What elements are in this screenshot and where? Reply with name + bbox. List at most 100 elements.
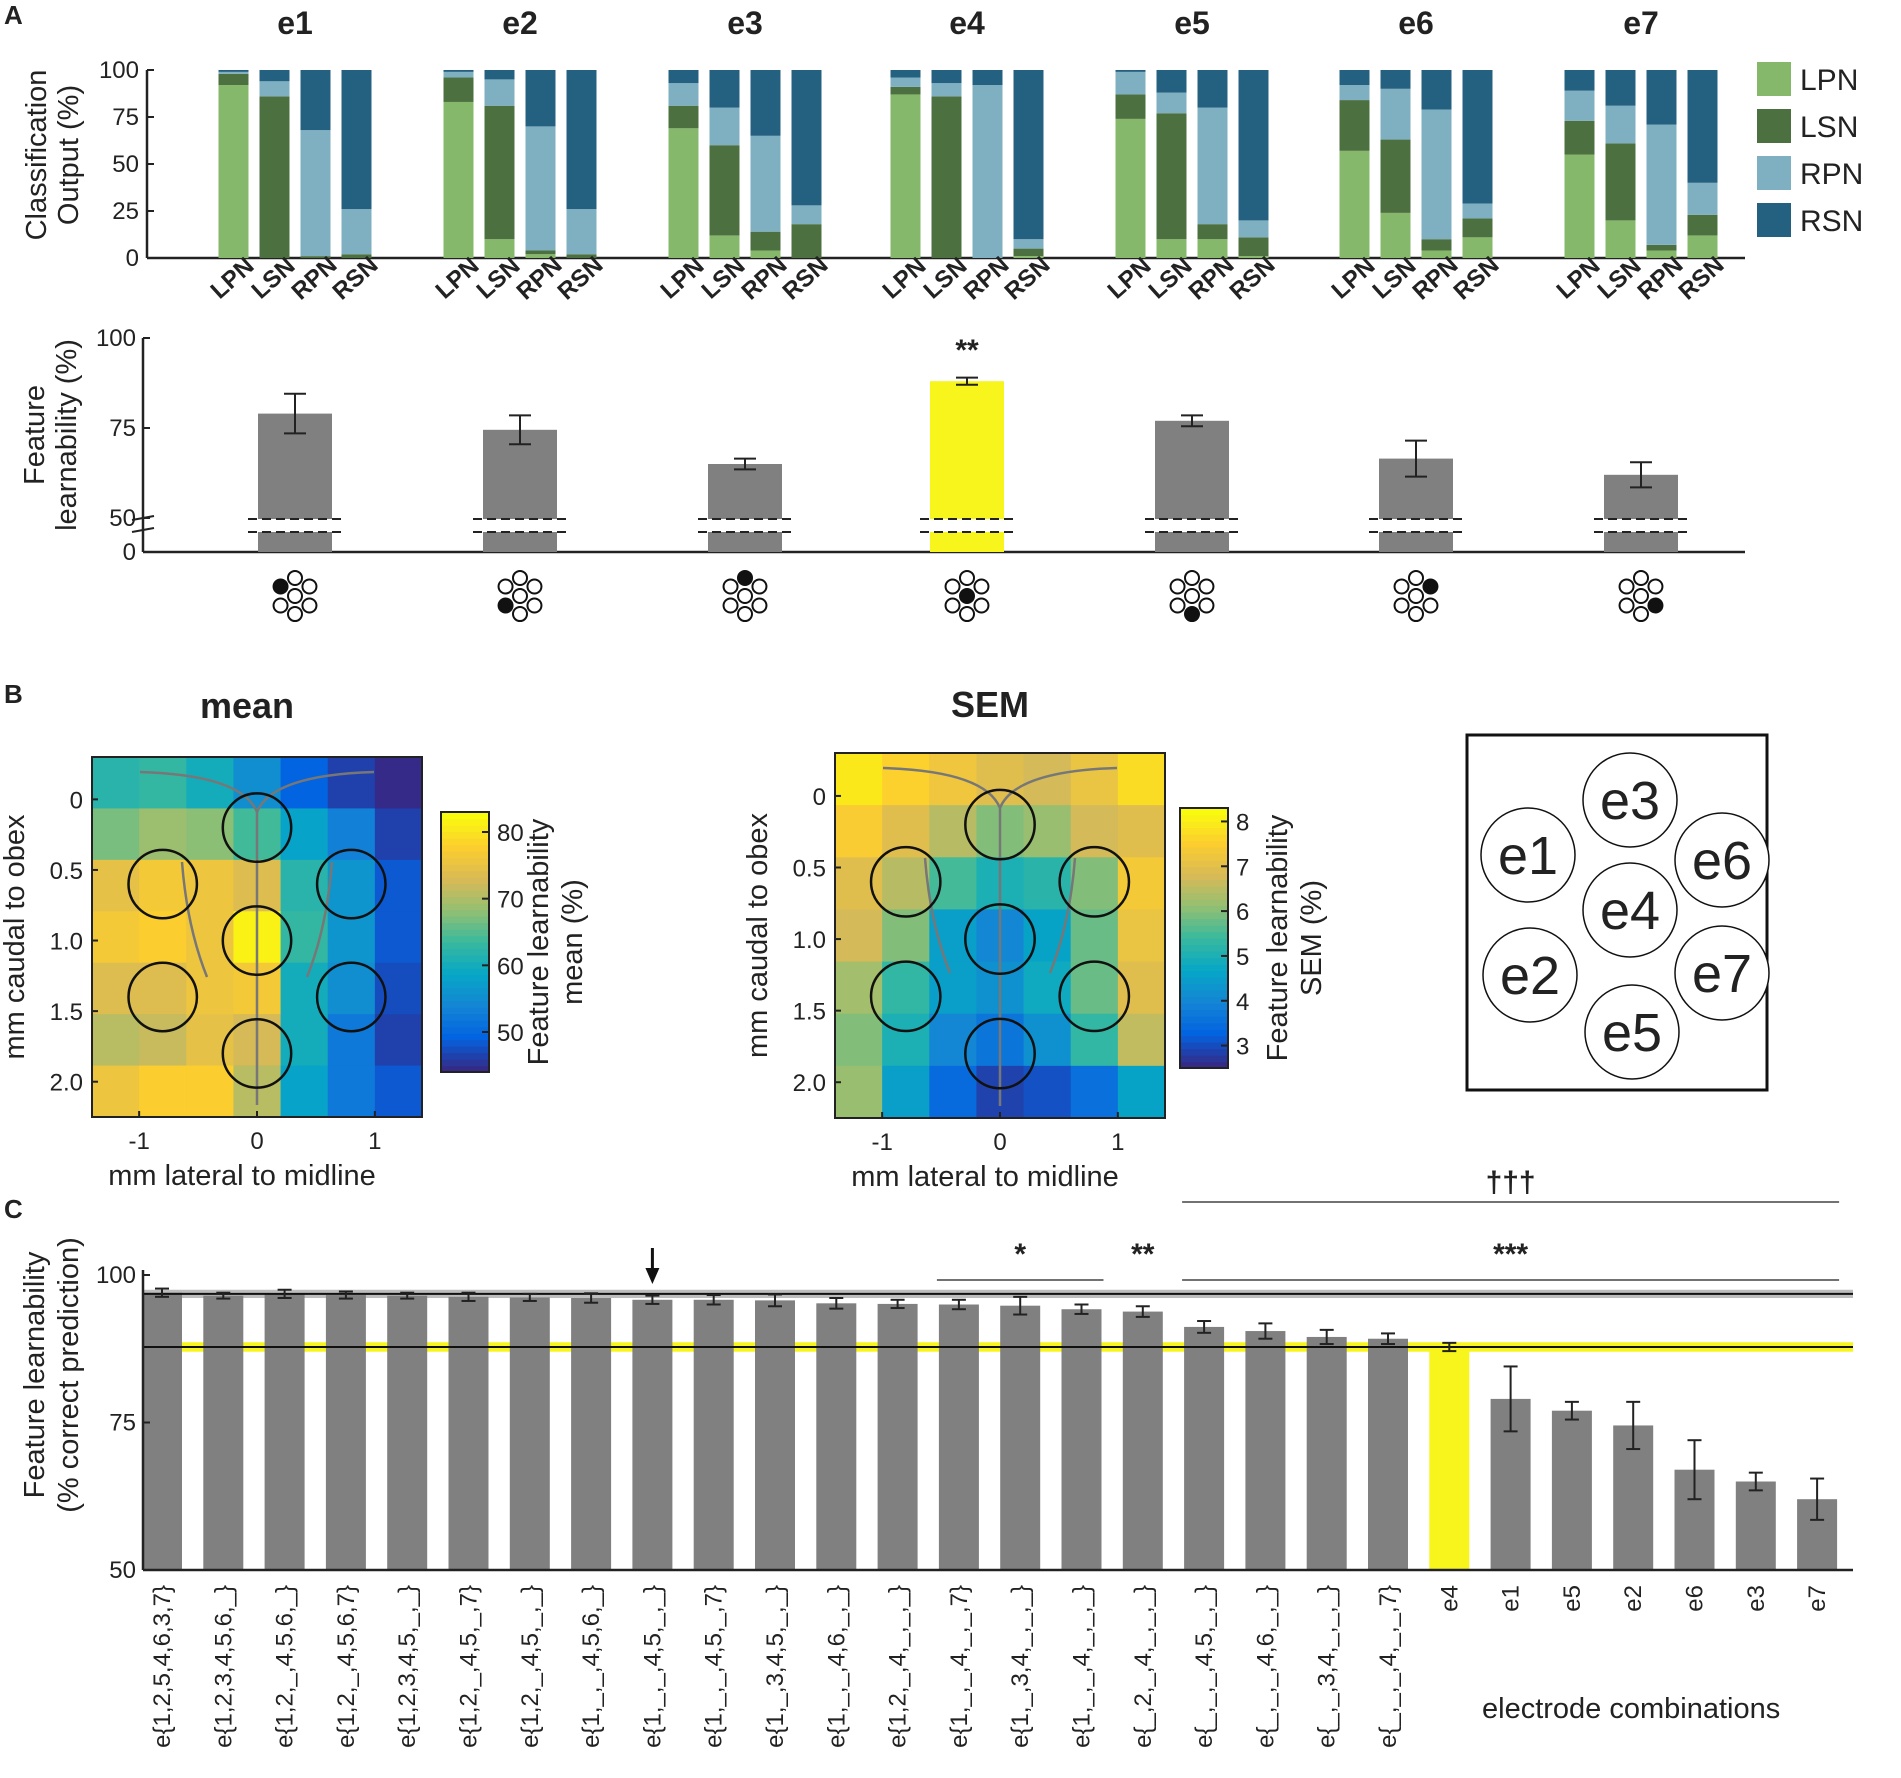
true-class-label-RSN: RSN xyxy=(1449,251,1505,305)
heatmap-cell xyxy=(327,808,376,861)
heatmap-cell xyxy=(186,962,235,1015)
layout-electrode-e1 xyxy=(1480,807,1576,903)
combination-label: e{_,2,_,4,_,_,_} xyxy=(1130,1585,1157,1748)
bar-break-gap xyxy=(473,519,567,532)
colorbar-step xyxy=(441,883,489,891)
bar-break-gap xyxy=(1594,519,1688,532)
stack-segment-LSN xyxy=(1156,113,1187,240)
heatmap-ytick-label: 1.0 xyxy=(793,927,826,954)
axis-break-mark xyxy=(131,527,155,533)
true-class-label-LPN: LPN xyxy=(1327,252,1381,304)
colorbar-step xyxy=(1180,892,1228,900)
combination-bar xyxy=(1735,1481,1776,1570)
stack-segment-LPN xyxy=(1115,118,1146,258)
stack-segment-RSN xyxy=(443,70,474,72)
learnability-ytick-label: 50 xyxy=(109,505,136,532)
heatmap-cell xyxy=(1070,805,1119,858)
combination-bar xyxy=(938,1304,979,1570)
stack-segment-LPN xyxy=(1687,235,1718,258)
layout-electrode-e7 xyxy=(1674,925,1770,1021)
colorbar-step xyxy=(1180,957,1228,965)
colorbar-step xyxy=(441,1039,489,1047)
colorbar-step xyxy=(441,864,489,872)
heatmap-xtick-label: -1 xyxy=(128,1128,149,1155)
electrode-site-circle xyxy=(127,961,199,1033)
combination-label: e{1,2,_,4,5,6,_} xyxy=(272,1585,299,1748)
legend-swatch-LSN xyxy=(1757,109,1791,143)
electrode-icon-dot xyxy=(1633,606,1649,623)
stack-segment-RSN xyxy=(709,70,740,108)
heatmap-cell xyxy=(882,961,930,1015)
heatmap-cell xyxy=(92,962,140,1015)
stack-segment-RPN xyxy=(1197,107,1228,225)
heatmap-xtick-label: 1 xyxy=(1111,1129,1124,1156)
electrode-icon-dot xyxy=(526,578,543,595)
colorbar-step xyxy=(1180,1003,1228,1011)
heatmap-cell xyxy=(186,1014,235,1067)
heatmap-cell xyxy=(882,1065,930,1119)
layout-electrode-label-e4: e4 xyxy=(1600,881,1660,941)
heatmap-cell xyxy=(1023,1065,1072,1119)
colorbar-label-line2: SEM (%) xyxy=(1296,880,1328,996)
electrode-heading-e2: e2 xyxy=(502,5,538,41)
stack-segment-RSN xyxy=(972,70,1003,86)
combinations-ytick-label: 75 xyxy=(109,1410,136,1437)
colorbar-step xyxy=(1180,886,1228,894)
combination-label: e{1,_,_,4,5,_,_} xyxy=(639,1585,666,1748)
heatmap-xtick-label: 1 xyxy=(368,1128,381,1155)
stack-segment-RPN xyxy=(1687,182,1718,215)
electrode-icon-dot xyxy=(1184,569,1200,586)
colorbar-step xyxy=(441,812,489,820)
stack-segment-LSN xyxy=(791,224,822,258)
heatmap-cell xyxy=(1117,753,1166,806)
heatmap-xlabel: mm lateral to midline xyxy=(851,1161,1119,1193)
colorbar-step xyxy=(1180,938,1228,946)
combination-bar xyxy=(816,1303,857,1570)
electrode-site-circle xyxy=(221,905,293,976)
heatmap-cell xyxy=(1117,909,1166,963)
stack-segment-LSN xyxy=(709,145,740,236)
legend-swatch-LPN xyxy=(1757,62,1791,96)
combination-label: e{1,2,_,4,5,_,_} xyxy=(517,1585,544,1748)
colorbar-step xyxy=(441,974,489,982)
stack-segment-RSN xyxy=(750,70,781,136)
stack-segment-LPN xyxy=(1564,154,1595,258)
electrode-icon-dot xyxy=(301,578,318,595)
arrow-head xyxy=(645,1268,660,1284)
electrode-icon-dot xyxy=(959,606,975,623)
stack-segment-RSN xyxy=(1238,70,1269,221)
combination-bar xyxy=(877,1303,918,1570)
classification-ylabel: Classification Output (%) xyxy=(21,70,85,241)
heatmap-cell xyxy=(929,753,978,806)
electrode-icon-dot xyxy=(287,588,303,604)
heatmap-ytick-label: 0 xyxy=(70,787,83,814)
colorbar-tick-label: 4 xyxy=(1236,989,1249,1016)
colorbar-step xyxy=(1180,951,1228,959)
colorbar-step xyxy=(441,851,489,859)
stack-segment-LSN xyxy=(1462,218,1493,238)
electrode-site-circle xyxy=(964,788,1036,861)
stack-segment-LSN xyxy=(525,250,556,255)
combination-label: e{_,_,_,4,_,_,7} xyxy=(1375,1585,1402,1748)
combination-bar xyxy=(142,1292,182,1570)
combination-bar xyxy=(1184,1326,1225,1570)
heatmap-cell xyxy=(92,911,140,964)
colorbar-step xyxy=(1180,944,1228,952)
colorbar-step xyxy=(1180,983,1228,991)
learnability-ytick-label: 0 xyxy=(123,539,136,566)
heatmap-cell xyxy=(374,1014,423,1067)
stack-segment-RPN xyxy=(972,85,1003,258)
stack-segment-LSN xyxy=(484,105,515,240)
stack-segment-RPN xyxy=(1605,105,1636,144)
colorbar-step xyxy=(1180,821,1228,829)
learnability-ytick-label: 100 xyxy=(96,325,136,352)
colorbar-step xyxy=(1180,847,1228,855)
electrode-icon-dot xyxy=(1393,578,1410,595)
stack-segment-RPN xyxy=(1339,85,1370,101)
electrode-icon-dot xyxy=(497,597,514,614)
colorbar-step xyxy=(441,968,489,976)
stack-segment-LPN xyxy=(668,128,699,258)
combination-label: e{1,2,_,4,5,6,7} xyxy=(333,1585,360,1748)
colorbar-step xyxy=(441,994,489,1002)
heatmap-cell xyxy=(92,757,140,810)
